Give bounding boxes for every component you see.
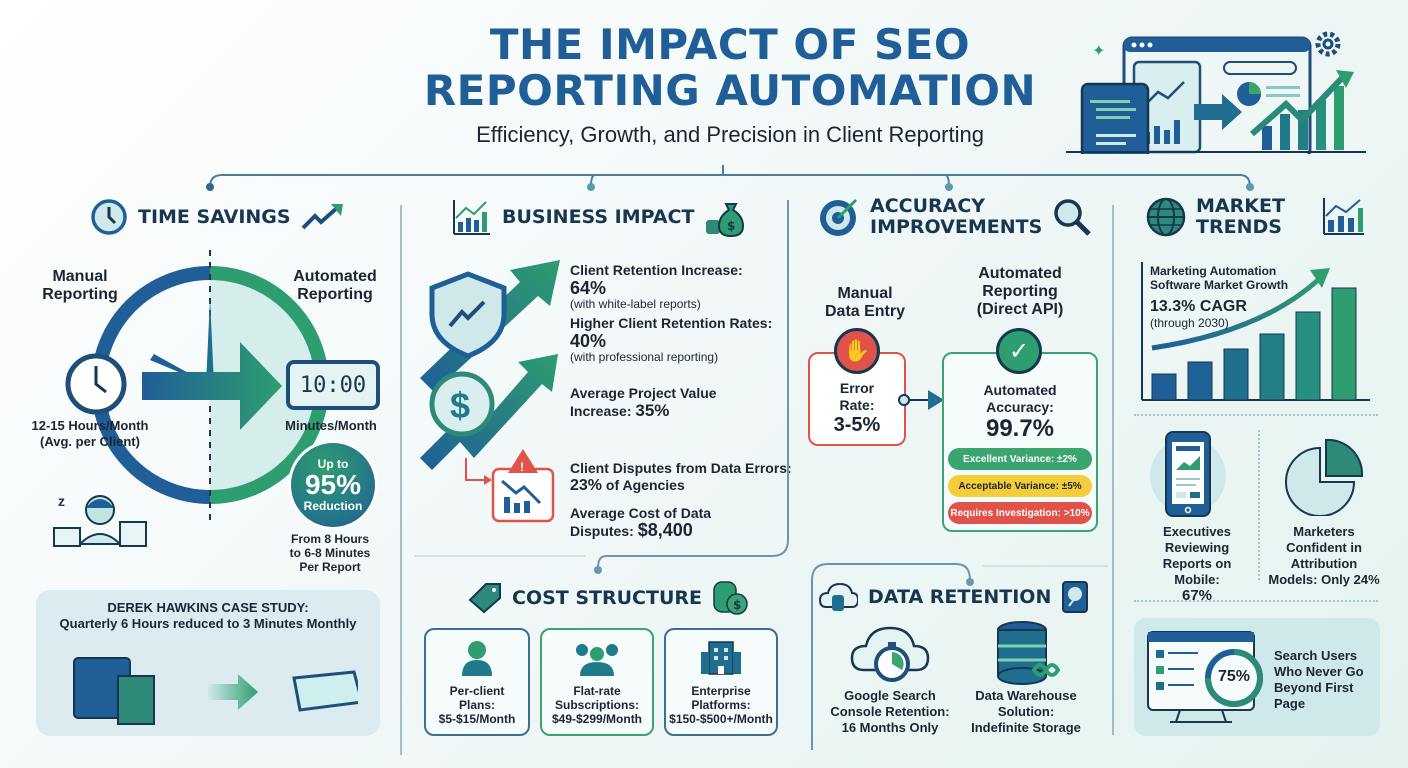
analog-clock-icon: [65, 353, 127, 415]
market-trends-title: MARKET TRENDS: [1196, 195, 1285, 238]
money-bag-icon: $: [706, 203, 745, 238]
time-savings-heading: TIME SAVINGS: [90, 198, 345, 236]
cloud-stopwatch-icon: [850, 626, 930, 682]
data-retention-title: DATA RETENTION: [868, 585, 1052, 608]
accuracy-heading: ACCURACY IMPROVEMENTS: [818, 196, 1092, 238]
stat-project-value: Average Project Value Increase: 35%: [570, 385, 717, 420]
automated-api-label: Automated Reporting (Direct API): [976, 265, 1064, 318]
time-savings-title: TIME SAVINGS: [138, 205, 291, 228]
market-growth-chart: Marketing Automation Software Market Grow…: [1140, 262, 1372, 402]
divider: [1112, 205, 1114, 735]
title-line-1: THE IMPACT OF SEO: [489, 20, 971, 69]
stop-hand-icon: ✋: [834, 328, 880, 374]
digital-clock-icon: 10:00: [286, 360, 380, 410]
manual-time-value: 12-15 Hours/Month (Avg. per Client): [31, 418, 149, 449]
reduction-badge: Up to 95% Reduction: [288, 440, 378, 530]
check-icon: ✓: [996, 328, 1042, 374]
plan-card-flat-rate: Flat-rate Subscriptions: $49-$299/Month: [540, 628, 654, 736]
svg-text:z: z: [58, 493, 65, 509]
pie-chart-icon: [1285, 438, 1364, 516]
plan-card-enterprise: Enterprise Platforms: $150-$500+/Month: [664, 628, 778, 736]
divider: [1134, 600, 1378, 602]
database-infinity-icon: [997, 621, 1061, 685]
binders-to-tablet-icon: [73, 657, 358, 725]
divider: [400, 205, 402, 755]
warehouse-retention-text: Data Warehouse Solution: Indefinite Storag…: [971, 688, 1081, 735]
chart-growth-icon: [1323, 198, 1364, 235]
svg-text:$: $: [450, 385, 470, 426]
search-users-panel: 75% Search Users Who Never Go Beyond First…: [1134, 618, 1380, 736]
page-subtitle: Efficiency, Growth, and Precision in Cli…: [476, 122, 984, 147]
coins-icon: $: [713, 581, 748, 615]
attribution-stat: Marketers Confident in Attribution Models: …: [1268, 524, 1380, 587]
section-connector: [811, 563, 1108, 750]
divider: [1258, 430, 1260, 580]
svg-text:$: $: [733, 598, 741, 612]
dashboard-illustration-icon: ✦: [1066, 31, 1366, 154]
automated-accuracy-card: Automated Accuracy: 99.7% Excellent Vari…: [942, 352, 1098, 532]
building-icon: [701, 641, 741, 675]
monitor-search-results-icon: [1147, 631, 1263, 723]
chart-title: Marketing Automation Software Market Grow…: [1150, 264, 1289, 292]
tired-worker-icon: z: [53, 493, 147, 547]
cost-structure-title: COST STRUCTURE: [512, 586, 702, 609]
business-impact-title: BUSINESS IMPACT: [502, 205, 695, 228]
cost-structure-heading: COST STRUCTURE $: [468, 580, 748, 616]
globe-icon: [1146, 197, 1186, 237]
team-icon: [576, 644, 618, 676]
bar-chart-icon: [453, 200, 490, 235]
variance-acceptable: Acceptable Variance: ±5%: [948, 475, 1092, 497]
svg-text:✦: ✦: [1092, 43, 1105, 60]
mobile-stat: Executives Reviewing Reports on Mobile: 67…: [1162, 524, 1232, 604]
section-connector: [414, 200, 789, 574]
stat-higher-retention: Higher Client Retention Rates: 40% (with…: [570, 315, 773, 364]
header-connector-lines: [206, 165, 1254, 191]
user-icon: [462, 641, 492, 676]
business-impact-heading: BUSINESS IMPACT $: [452, 196, 746, 238]
bar-chart: [1141, 262, 1370, 401]
variance-excellent: Excellent Variance: ±2%: [948, 448, 1092, 470]
cloud-database-icon: [818, 582, 858, 611]
divider: [1134, 414, 1378, 416]
search-users-value: 75%: [1217, 668, 1251, 685]
clock-icon: [91, 199, 127, 235]
mobile-report-icon: [1150, 431, 1226, 517]
variance-investigation: Requires Investigation: >10%: [948, 502, 1092, 524]
price-tag-icon: [468, 583, 501, 614]
case-study-panel: DEREK HAWKINS CASE STUDY: Quarterly 6 Ho…: [36, 590, 380, 736]
automated-reporting-label: Automated Reporting: [293, 268, 377, 303]
cagr-value: 13.3% CAGR: [1150, 298, 1247, 315]
growth-arrows-illustration: $: [420, 260, 560, 485]
accuracy-title: ACCURACY IMPROVEMENTS: [870, 195, 1043, 238]
page-title: THE IMPACT OF SEO REPORTING AUTOMATION: [300, 22, 1160, 114]
stat-client-disputes: Client Disputes from Data Errors: 23% of…: [570, 460, 792, 494]
manual-entry-label: Manual Data Entry: [824, 285, 906, 320]
data-error-warning-icon: !: [491, 449, 555, 523]
title-line-2: REPORTING AUTOMATION: [423, 66, 1037, 115]
automated-time-value: Minutes/Month: [285, 418, 377, 433]
magnifier-icon: [1054, 199, 1092, 236]
search-users-text: Search Users Who Never Go Beyond First Page: [1274, 648, 1364, 711]
svg-text:$: $: [727, 219, 735, 233]
reduction-note: From 8 Hours to 6-8 Minutes Per Report: [289, 532, 371, 574]
data-retention-heading: DATA RETENTION: [818, 580, 1089, 614]
plan-card-per-client: Per-client Plans: $5-$15/Month: [424, 628, 530, 736]
hard-drive-icon: [1062, 581, 1089, 613]
gsc-retention-text: Google Search Console Retention: 16 Months…: [830, 688, 950, 735]
manual-reporting-label: Manual Reporting: [42, 268, 118, 303]
flow-arrow-icon: [898, 390, 944, 410]
market-trends-heading: MARKET TRENDS: [1146, 196, 1285, 238]
stat-client-retention: Client Retention Increase: 64% (with whi…: [570, 262, 743, 311]
stat-dispute-cost: Average Cost of Data Disputes: $8,400: [570, 505, 712, 540]
svg-text:!: !: [520, 460, 524, 474]
target-icon: [820, 198, 858, 236]
cagr-note: (through 2030): [1150, 316, 1229, 330]
trend-up-icon: [301, 204, 343, 230]
